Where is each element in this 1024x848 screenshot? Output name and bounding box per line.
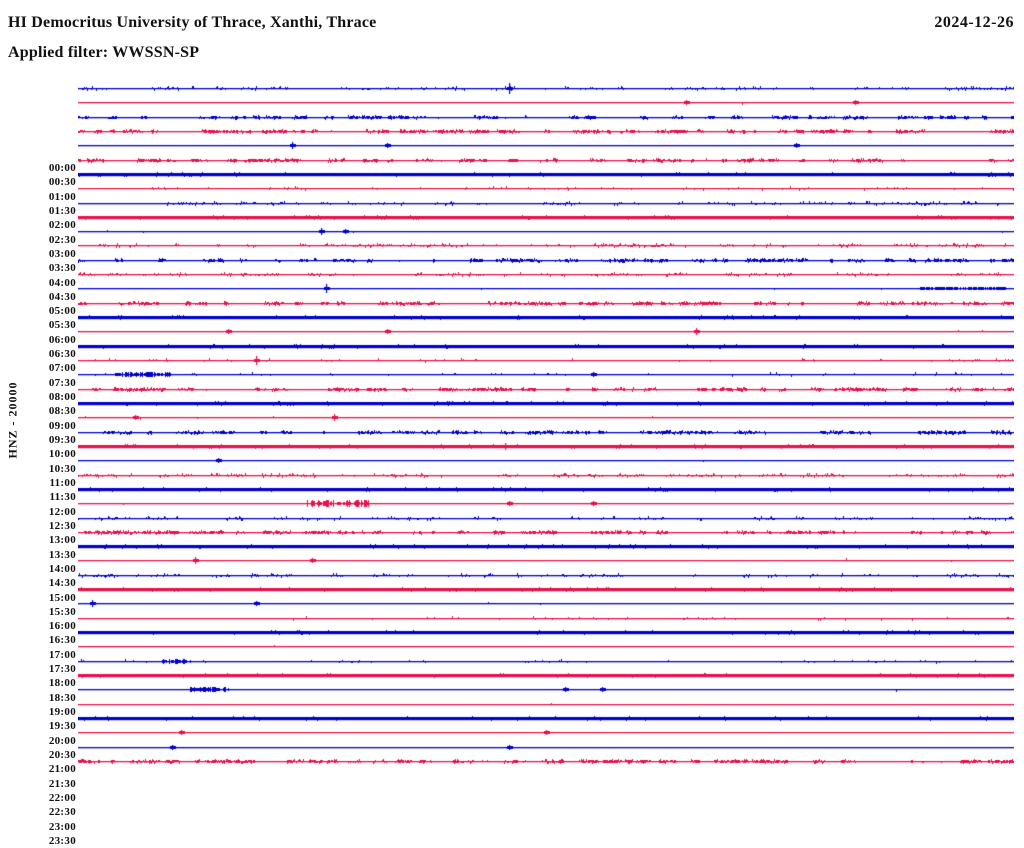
trace-time-label: 12:00 <box>48 506 76 518</box>
trace-time-label: 23:30 <box>48 835 76 847</box>
trace-time-label: 20:00 <box>48 735 76 747</box>
trace-time-label: 18:00 <box>48 677 76 689</box>
trace-time-label: 17:00 <box>48 649 76 661</box>
trace-time-label: 16:30 <box>48 634 76 646</box>
trace-time-label: 00:00 <box>48 162 76 174</box>
trace-time-label: 03:00 <box>48 248 76 260</box>
trace-time-label: 17:30 <box>48 663 76 675</box>
trace-time-label: 02:30 <box>48 234 76 246</box>
applied-filter-label: Applied filter: WWSSN-SP <box>8 44 200 61</box>
trace-time-label: 08:30 <box>48 405 76 417</box>
trace-time-label: 07:00 <box>48 362 76 374</box>
trace-time-label: 07:30 <box>48 377 76 389</box>
trace-time-label: 06:30 <box>48 348 76 360</box>
trace-time-label: 02:00 <box>48 219 76 231</box>
trace-time-label: 21:30 <box>48 778 76 790</box>
trace-time-label: 18:30 <box>48 692 76 704</box>
header: HI Democritus University of Thrace, Xant… <box>8 14 1014 32</box>
trace-time-label: 15:00 <box>48 592 76 604</box>
trace-time-label: 10:00 <box>48 448 76 460</box>
trace-time-label: 15:30 <box>48 606 76 618</box>
trace-time-label: 23:00 <box>48 821 76 833</box>
trace-time-label: 01:00 <box>48 191 76 203</box>
trace-time-label: 14:30 <box>48 577 76 589</box>
trace-time-label: 06:00 <box>48 334 76 346</box>
trace-time-label: 13:30 <box>48 549 76 561</box>
trace-time-label: 12:30 <box>48 520 76 532</box>
station-title: HI Democritus University of Thrace, Xant… <box>8 14 377 31</box>
trace-time-label: 16:00 <box>48 620 76 632</box>
trace-time-label: 14:00 <box>48 563 76 575</box>
trace-time-label: 11:00 <box>49 477 76 489</box>
trace-time-label: 00:30 <box>48 176 76 188</box>
trace-time-label: 04:00 <box>48 277 76 289</box>
trace-time-label: 05:00 <box>48 305 76 317</box>
record-date: 2024-12-26 <box>934 14 1014 31</box>
trace-time-label: 19:30 <box>48 720 76 732</box>
helicorder-plot: 00:00 00:30 01:00 01:30 02:00 02:30 03:00 03:30… <box>0 80 1024 847</box>
trace-time-label: 01:30 <box>48 205 76 217</box>
trace-time-label: 09:30 <box>48 434 76 446</box>
trace-time-label: 10:30 <box>48 463 76 475</box>
trace-time-label: 21:00 <box>48 763 76 775</box>
trace-time-label: 22:30 <box>48 806 76 818</box>
helicorder-traces-canvas <box>78 80 1014 775</box>
trace-time-label: 11:30 <box>49 491 76 503</box>
trace-time-label: 03:30 <box>48 262 76 274</box>
trace-time-label: 20:30 <box>48 749 76 761</box>
trace-time-label: 09:00 <box>48 420 76 432</box>
trace-time-label: 19:00 <box>48 706 76 718</box>
trace-time-label: 08:00 <box>48 391 76 403</box>
trace-time-label: 13:00 <box>48 534 76 546</box>
trace-time-label: 22:00 <box>48 792 76 804</box>
trace-time-label: 05:30 <box>48 319 76 331</box>
trace-time-label: 04:30 <box>48 291 76 303</box>
